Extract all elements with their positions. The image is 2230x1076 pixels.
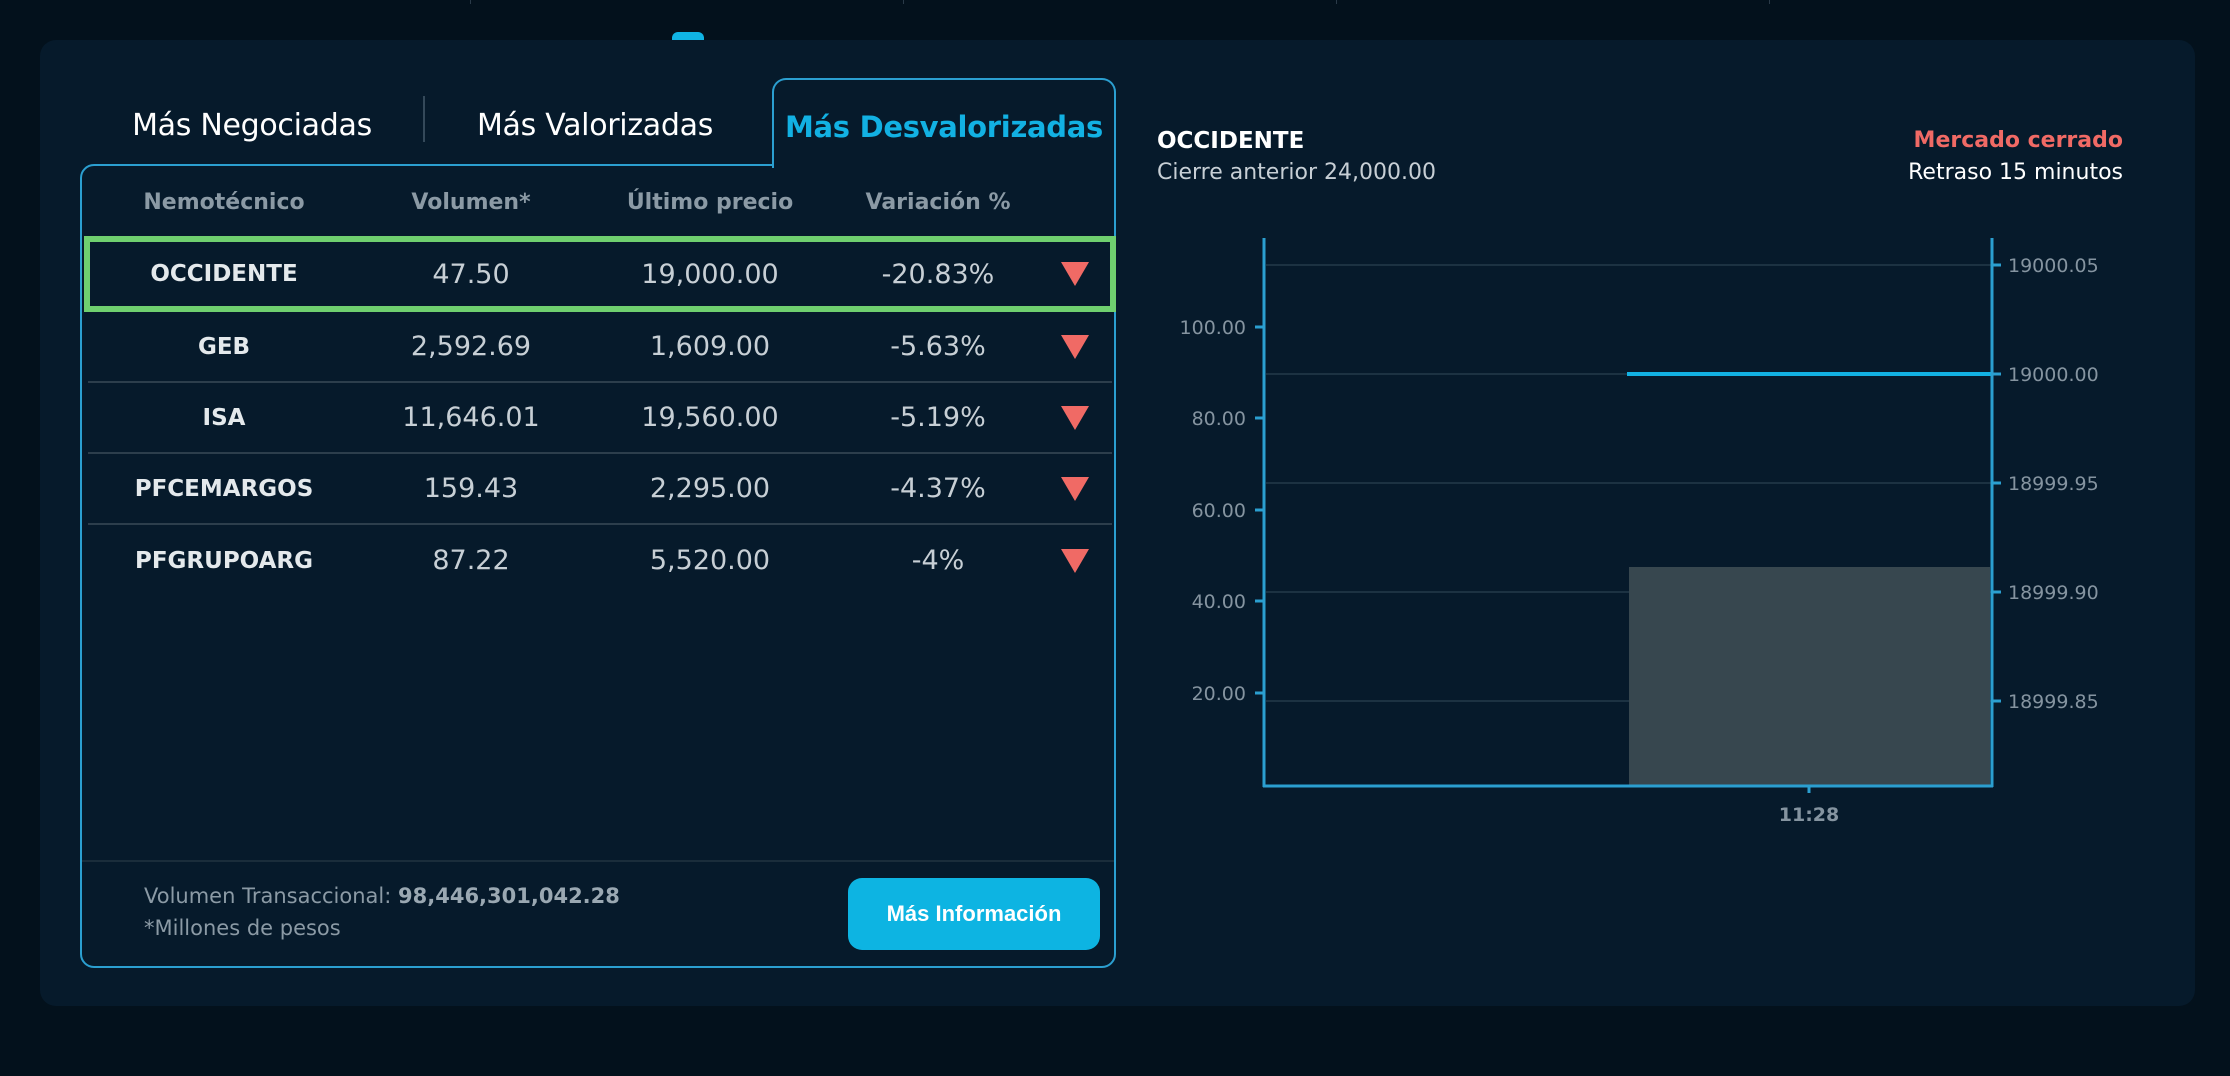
change-cell: -4% <box>911 545 965 576</box>
nav-divider <box>1769 0 1770 4</box>
active-nav-indicator <box>672 32 704 42</box>
down-arrow-icon <box>1061 262 1089 286</box>
volume-cell: 87.22 <box>432 545 510 576</box>
down-arrow-icon <box>1061 476 1089 501</box>
volume-cell: 47.50 <box>432 258 510 290</box>
column-header-change: Variación % <box>865 190 1011 215</box>
volume-cell: 159.43 <box>423 473 519 504</box>
last-price-cell: 5,520.00 <box>649 545 771 576</box>
transaction-volume-label: Volumen Transaccional: <box>144 884 392 908</box>
column-header-ticker: Nemotécnico <box>143 190 305 215</box>
down-arrow-icon <box>1061 405 1089 430</box>
ticker-cell: PFGRUPOARG <box>134 547 313 574</box>
table-row-selected[interactable]: OCCIDENTE 47.50 19,000.00 -20.83% <box>84 236 1116 312</box>
table-body: OCCIDENTE 47.50 19,000.00 -20.83% GEB 2,… <box>82 236 1116 596</box>
ticker-cell: OCCIDENTE <box>150 261 298 287</box>
down-arrow-icon <box>1061 548 1089 573</box>
tab-mas-desvalorizadas[interactable]: Más Desvalorizadas <box>772 78 1116 168</box>
nav-divider <box>903 0 904 4</box>
delay-notice: Retraso 15 minutos <box>1908 160 2123 185</box>
tab-mas-negociadas[interactable]: Más Negociadas <box>132 107 372 143</box>
change-cell: -4.37% <box>890 473 986 504</box>
market-status: Mercado cerrado <box>1913 128 2123 153</box>
ranking-table: Nemotécnico Volumen* Último precio Varia… <box>80 164 1116 968</box>
ticker-cell: PFCEMARGOS <box>134 475 314 502</box>
table-row[interactable]: ISA 11,646.01 19,560.00 -5.19% <box>88 383 1112 454</box>
quote-ticker: OCCIDENTE <box>1157 128 1305 154</box>
transaction-volume: Volumen Transaccional: 98,446,301,042.28 <box>144 884 620 908</box>
table-footer: Volumen Transaccional: 98,446,301,042.28… <box>82 860 1114 966</box>
units-note: *Millones de pesos <box>144 916 341 940</box>
change-cell: -20.83% <box>881 258 995 290</box>
table-row[interactable]: PFGRUPOARG 87.22 5,520.00 -4% <box>88 525 1112 596</box>
table-header: Nemotécnico Volumen* Último precio Varia… <box>82 166 1114 236</box>
tab-mas-valorizadas[interactable]: Más Valorizadas <box>476 107 714 143</box>
last-price-cell: 19,000.00 <box>641 258 779 290</box>
transaction-volume-value: 98,446,301,042.28 <box>398 884 620 908</box>
volume-cell: 2,592.69 <box>410 331 532 362</box>
column-header-volume: Volumen* <box>411 190 531 215</box>
nav-divider <box>470 0 471 4</box>
previous-close: Cierre anterior 24,000.00 <box>1157 160 1436 185</box>
last-price-cell: 19,560.00 <box>641 402 779 433</box>
more-info-button[interactable]: Más Información <box>848 878 1100 950</box>
down-arrow-icon <box>1061 334 1089 359</box>
change-cell: -5.19% <box>890 402 986 433</box>
column-header-last-price: Último precio <box>626 190 794 215</box>
ticker-cell: ISA <box>202 404 246 431</box>
volume-cell: 11,646.01 <box>402 402 540 433</box>
last-price-cell: 1,609.00 <box>649 331 771 362</box>
table-row[interactable]: GEB 2,592.69 1,609.00 -5.63% <box>88 312 1112 383</box>
tab-divider <box>423 96 425 142</box>
last-price-cell: 2,295.00 <box>649 473 771 504</box>
change-cell: -5.63% <box>890 331 986 362</box>
nav-divider <box>1336 0 1337 4</box>
top-nav-dividers <box>0 0 2230 6</box>
ranking-tabs: Más Negociadas Más Valorizadas Más Desva… <box>80 78 1116 168</box>
ticker-cell: GEB <box>197 333 251 360</box>
table-row[interactable]: PFCEMARGOS 159.43 2,295.00 -4.37% <box>88 454 1112 525</box>
